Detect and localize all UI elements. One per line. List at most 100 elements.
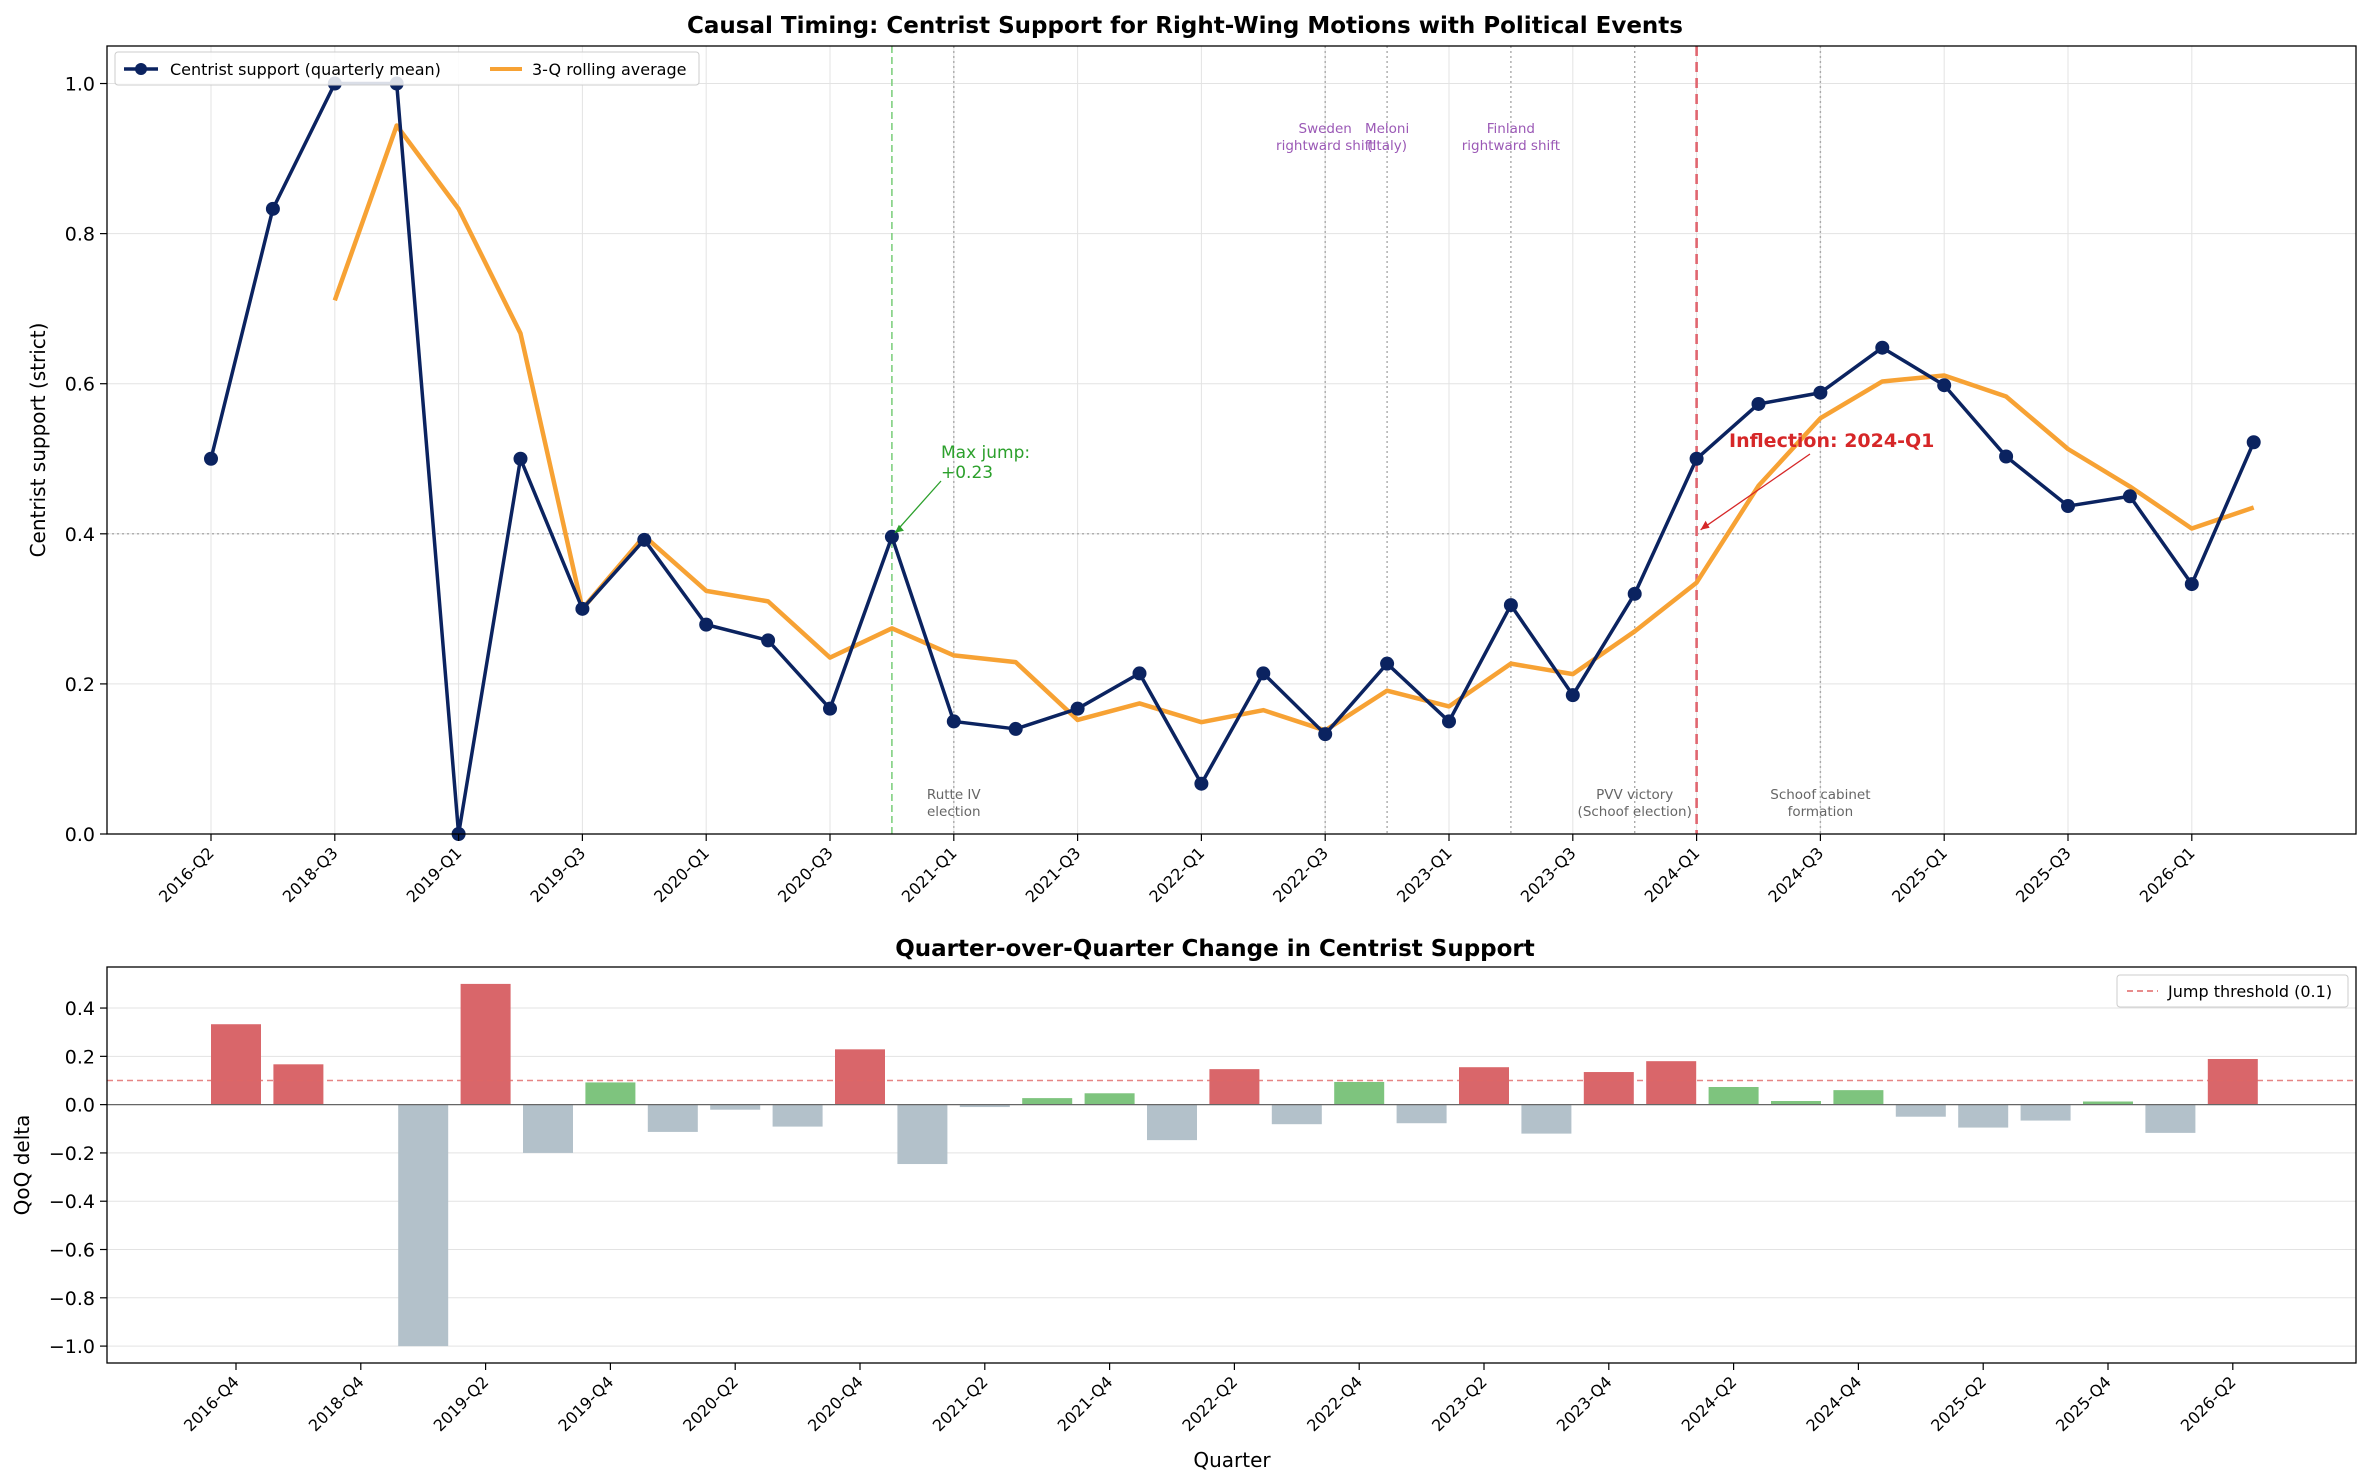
x-tick-label: 2021-Q4	[1054, 1372, 1117, 1435]
x-tick-label: 2024-Q3	[1764, 843, 1827, 906]
x-tick-label: 2023-Q1	[1393, 843, 1456, 906]
y-tick-label: 0.8	[65, 224, 95, 246]
qoq-bar	[2145, 1104, 2196, 1133]
qoq-bar	[1771, 1101, 1821, 1105]
top-legend: Centrist support (quarterly mean) 3-Q ro…	[114, 51, 700, 86]
x-tick-label: 2025-Q1	[1888, 843, 1951, 906]
event-label: Rutte IV	[927, 787, 981, 803]
y-tick-label: 0.6	[65, 374, 95, 396]
x-tick-label: 2022-Q4	[1303, 1372, 1366, 1435]
x-tick-label: 2022-Q1	[1145, 843, 1208, 906]
qoq-bar	[1895, 1104, 1946, 1117]
top-plot-frame	[106, 45, 2357, 835]
y-tick-label: 0.4	[65, 524, 95, 546]
qoq-bar	[1521, 1104, 1572, 1134]
quarterly-mean-point	[1256, 666, 1271, 681]
qoq-bar	[1084, 1093, 1135, 1105]
event-label: rightward shift	[1276, 138, 1374, 154]
y-tick-label: −0.8	[49, 1288, 95, 1310]
x-tick-label: 2025-Q4	[2052, 1372, 2115, 1435]
inflection-label: Inflection: 2024-Q1	[1729, 430, 1934, 452]
quarterly-mean-point	[575, 601, 590, 616]
x-tick-label: 2021-Q3	[1022, 843, 1085, 906]
quarterly-mean-point	[2246, 435, 2261, 450]
qoq-bar	[460, 983, 511, 1105]
x-tick-label: 2019-Q2	[430, 1372, 493, 1435]
quarterly-mean-point	[1689, 451, 1704, 466]
rolling-average-line	[332, 123, 2255, 733]
quarterly-mean-point	[1194, 776, 1209, 791]
legend-frame	[114, 51, 700, 86]
bottom-bars	[211, 983, 2258, 1347]
qoq-bar	[647, 1104, 698, 1132]
x-tick-label: 2022-Q2	[1178, 1372, 1241, 1435]
x-tick-label: 2025-Q3	[2012, 843, 2075, 906]
bottom-x-axis-label: Quarter	[1193, 1448, 1271, 1472]
quarterly-mean-point	[1937, 378, 1952, 393]
quarterly-mean-point	[1627, 586, 1642, 601]
bottom-y-axis-label: QoQ delta	[10, 1115, 34, 1216]
x-tick-label: 2022-Q3	[1269, 843, 1332, 906]
qoq-bar	[1583, 1072, 1634, 1105]
threshold-legend-label: Jump threshold (0.1)	[2167, 982, 2332, 1001]
quarterly-mean-point	[699, 617, 714, 632]
bottom-plot-frame	[106, 966, 2357, 1364]
quarterly-mean-point	[637, 532, 652, 547]
x-tick-label: 2024-Q4	[1802, 1372, 1865, 1435]
quarterly-mean-point	[1503, 598, 1518, 613]
x-tick-label: 2026-Q2	[2177, 1372, 2240, 1435]
top-chart-title: Causal Timing: Centrist Support for Righ…	[687, 13, 1683, 39]
quarterly-mean-point	[2184, 577, 2199, 592]
qoq-bar	[2207, 1058, 2258, 1105]
qoq-bar	[1147, 1104, 1197, 1141]
top-series	[204, 76, 2261, 841]
qoq-bar	[1958, 1104, 2009, 1128]
event-label: PVV victory	[1596, 787, 1673, 803]
event-label: formation	[1788, 804, 1854, 820]
top-chart: Causal Timing: Centrist Support for Righ…	[26, 13, 2357, 907]
event-label: Schoof cabinet	[1770, 787, 1870, 803]
bottom-chart-title: Quarter-over-Quarter Change in Centrist …	[895, 936, 1535, 962]
quarterly-mean-point	[884, 529, 899, 544]
x-tick-label: 2024-Q1	[1641, 843, 1704, 906]
qoq-bar	[710, 1104, 761, 1110]
quarterly-mean-point	[946, 714, 961, 729]
y-tick-label: −0.2	[49, 1143, 95, 1165]
x-tick-label: 2019-Q1	[403, 843, 466, 906]
legend-label-quarterly: Centrist support (quarterly mean)	[170, 60, 441, 79]
quarterly-mean-point	[1008, 721, 1023, 736]
x-tick-label: 2018-Q4	[305, 1372, 368, 1435]
x-tick-label: 2024-Q2	[1678, 1372, 1741, 1435]
y-tick-label: 1.0	[65, 74, 95, 96]
x-tick-label: 2016-Q2	[155, 843, 218, 906]
bottom-legend-frame	[2116, 974, 2349, 1008]
event-label: (Schoof election)	[1578, 804, 1692, 820]
quarterly-mean-point	[265, 201, 280, 216]
top-axes: 0.0 0.2 0.4 0.6 0.8 1.0 2016-Q2 2018-Q3 2019-Q1 2…	[65, 74, 2199, 907]
qoq-bar	[1334, 1081, 1385, 1105]
bottom-chart: Quarter-over-Quarter Change in Centrist …	[10, 936, 2357, 1472]
event-label: Meloni	[1365, 121, 1409, 137]
qoq-bar	[1459, 1067, 1509, 1105]
qoq-bar	[1646, 1061, 1697, 1105]
qoq-bar	[523, 1104, 573, 1153]
qoq-bar	[2083, 1101, 2133, 1105]
event-label: election	[927, 804, 981, 820]
quarterly-mean-point	[1318, 727, 1333, 742]
qoq-bar	[897, 1104, 948, 1165]
qoq-bar	[835, 1049, 885, 1105]
bottom-legend: Jump threshold (0.1)	[2116, 974, 2349, 1008]
x-tick-label: 2018-Q3	[279, 843, 342, 906]
quarterly-mean-point	[1875, 340, 1890, 355]
x-tick-label: 2019-Q4	[554, 1372, 617, 1435]
x-tick-label: 2019-Q3	[526, 843, 589, 906]
x-tick-label: 2021-Q1	[898, 843, 961, 906]
max-jump-arrowhead	[894, 524, 904, 533]
quarterly-mean-line	[209, 81, 2256, 836]
qoq-bar	[211, 1024, 261, 1105]
quarterly-mean-point	[204, 451, 218, 466]
x-tick-label: 2016-Q4	[180, 1372, 243, 1435]
event-label: (Italy)	[1367, 138, 1407, 154]
